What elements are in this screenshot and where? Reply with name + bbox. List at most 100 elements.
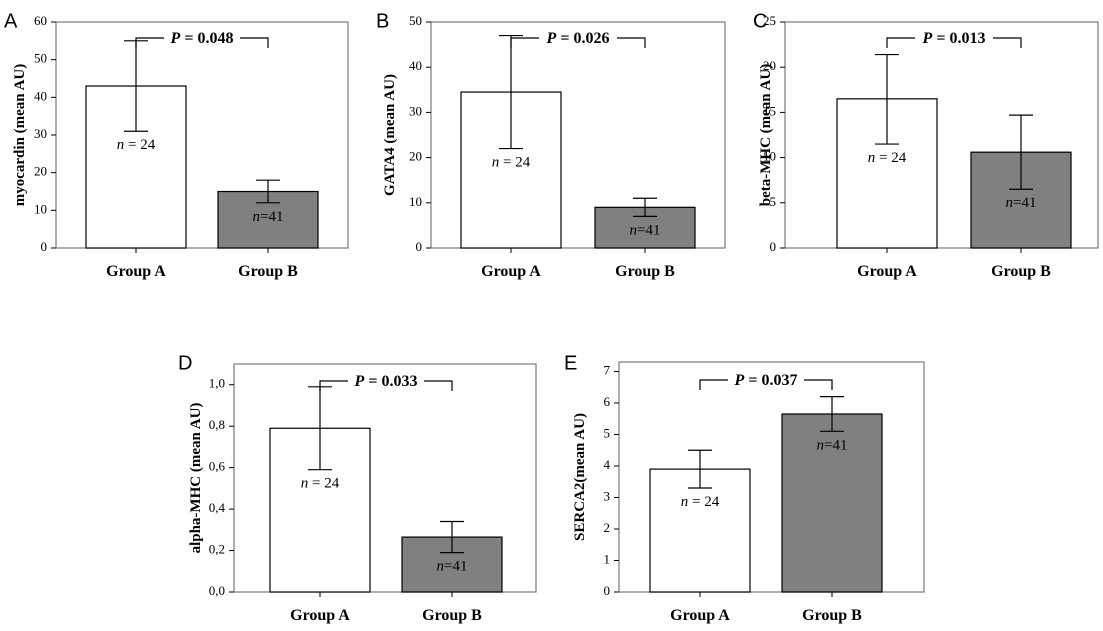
y-axis-label: GATA4 (mean AU) — [382, 74, 398, 196]
x-tick-label: Group A — [670, 607, 730, 624]
x-tick-label: Group A — [106, 263, 166, 280]
y-tick-label: 30 — [409, 103, 422, 118]
bar-group-a — [649, 468, 751, 593]
y-axis-label: alpha-MHC (mean AU) — [188, 403, 204, 554]
n-label-italic: n — [868, 150, 876, 166]
y-tick-label: 40 — [34, 88, 47, 103]
y-tick-label: 5 — [770, 194, 777, 209]
y-tick-label: 50 — [34, 51, 47, 66]
panel-b: B 0 10 20 30 40 50 GATA4 (mean AU) Group A n = 24… — [376, 10, 726, 280]
p-value-text: = 0.026 — [556, 30, 609, 47]
panel-letter: A — [4, 10, 18, 32]
n-label-value: =41 — [444, 559, 467, 575]
n-label-italic: n — [681, 494, 689, 510]
n-label-italic: n — [817, 437, 825, 453]
p-value-text: = 0.037 — [744, 372, 797, 389]
x-tick-label: Group A — [857, 263, 917, 280]
y-axis-label: beta-MHC (mean AU) — [758, 64, 774, 206]
n-label-italic: n — [492, 155, 500, 171]
n-label-value: =41 — [637, 222, 660, 238]
y-tick-label: 0,2 — [209, 542, 225, 557]
y-tick-label: 5 — [604, 425, 611, 440]
x-tick-label: Group B — [991, 263, 1051, 280]
y-tick-label: 15 — [763, 103, 776, 118]
n-label-italic: n — [117, 137, 125, 153]
p-value-italic: P — [354, 373, 365, 390]
p-value-label: P = 0.026 — [546, 30, 610, 47]
y-tick-label: 20 — [34, 164, 47, 179]
panel-d: D 0,0 0,2 0,4 0,6 0,8 1,0 alpha-MHC (mean AU) Gr… — [178, 352, 537, 624]
n-label: n=41 — [253, 209, 284, 225]
n-label-value: = 24 — [499, 155, 530, 171]
y-tick-label: 25 — [763, 13, 776, 28]
y-tick-label: 0,4 — [209, 500, 226, 515]
n-label-value: =41 — [1013, 195, 1036, 211]
y-tick-label: 4 — [604, 457, 611, 472]
n-label-value: = 24 — [308, 476, 339, 492]
n-label-value: =41 — [824, 437, 847, 453]
n-label: n = 24 — [868, 150, 907, 166]
plot-frame — [784, 21, 1099, 249]
panel-a: A 0 10 20 30 40 50 60 myocardin (mean AU) Group A… — [4, 10, 349, 280]
n-label: n = 24 — [117, 137, 156, 153]
y-tick-label: 60 — [34, 13, 47, 28]
y-tick-label: 30 — [34, 126, 47, 141]
y-tick-label: 40 — [409, 58, 422, 73]
x-tick-label: Group B — [615, 263, 675, 280]
y-tick-label: 0 — [604, 583, 611, 598]
y-axis-label: SERCA2(mean AU) — [572, 413, 588, 541]
x-tick-label: Group B — [238, 263, 298, 280]
x-tick-label: Group A — [481, 263, 541, 280]
p-value-label: P = 0.033 — [354, 373, 418, 390]
y-tick-label: 0,0 — [209, 583, 225, 598]
y-tick-label: 20 — [409, 149, 422, 164]
panel-letter: C — [753, 10, 767, 32]
y-tick-label: 1,0 — [209, 376, 225, 391]
p-value-label: P = 0.013 — [922, 30, 986, 47]
p-value-italic: P — [734, 372, 745, 389]
n-label-value: =41 — [260, 209, 283, 225]
p-value-bracket — [886, 37, 1022, 48]
plot-frame — [618, 361, 925, 593]
n-label-italic: n — [253, 209, 261, 225]
y-tick-label: 10 — [763, 149, 776, 164]
p-value-italic: P — [170, 30, 181, 47]
n-label-value: = 24 — [124, 137, 155, 153]
x-tick-label: Group A — [290, 607, 350, 624]
x-tick-label: Group B — [802, 607, 862, 624]
p-value-text: = 0.048 — [180, 30, 233, 47]
y-tick-label: 3 — [604, 488, 611, 503]
y-tick-label: 10 — [34, 201, 47, 216]
n-label-italic: n — [1006, 195, 1014, 211]
y-tick-label: 7 — [604, 362, 611, 377]
n-label-italic: n — [630, 222, 638, 238]
panel-letter: E — [564, 352, 577, 374]
p-value-italic: P — [546, 30, 557, 47]
p-value-text: = 0.013 — [932, 30, 985, 47]
n-label: n=41 — [1006, 195, 1037, 211]
p-value-bracket — [319, 380, 453, 391]
p-value-italic: P — [922, 30, 933, 47]
y-tick-label: 20 — [763, 58, 776, 73]
y-tick-label: 6 — [604, 394, 611, 409]
n-label-value: = 24 — [875, 150, 906, 166]
n-label-italic: n — [437, 559, 445, 575]
n-label: n=41 — [817, 437, 848, 453]
p-value-label: P = 0.048 — [170, 30, 234, 47]
p-value-bracket — [510, 37, 646, 48]
y-tick-label: 0 — [416, 239, 423, 254]
p-value-bracket — [699, 379, 833, 390]
x-tick-label: Group B — [422, 607, 482, 624]
y-tick-label: 2 — [604, 520, 611, 535]
plot-frame — [430, 21, 726, 249]
n-label: n = 24 — [301, 476, 340, 492]
panel-letter: D — [178, 352, 192, 374]
p-value-bracket — [135, 37, 269, 48]
n-label: n=41 — [630, 222, 661, 238]
n-label: n = 24 — [681, 494, 720, 510]
n-label-italic: n — [301, 476, 309, 492]
panel-e: E 0 1 2 3 4 5 6 7 SERCA2(mean AU) Group A n = 24 Gro… — [564, 352, 925, 624]
panel-letter: B — [376, 10, 389, 32]
y-axis-label: myocardin (mean AU) — [12, 64, 28, 207]
